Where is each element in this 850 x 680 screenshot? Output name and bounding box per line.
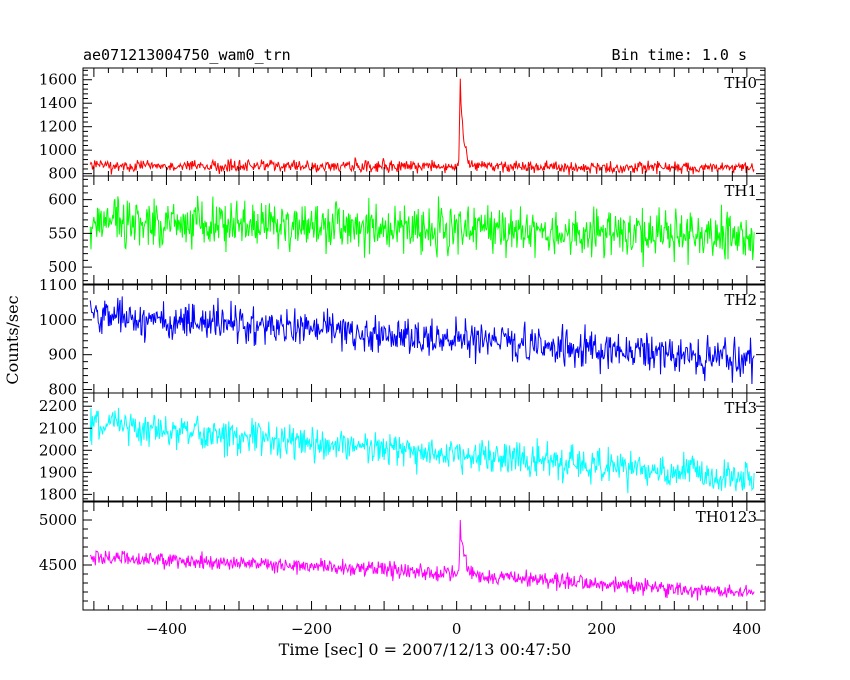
- y-tick-label: 1000: [39, 311, 77, 329]
- y-tick-label: 550: [48, 224, 77, 242]
- y-tick-label: 1900: [39, 463, 77, 481]
- panel-frame: [82, 175, 766, 285]
- panels-group: 800 1000 1200 1400 1600 TH0 500 550 600 TH1 800 900…: [39, 67, 766, 611]
- y-tick-label: 2200: [39, 397, 77, 415]
- y-tick-label: 900: [48, 346, 77, 364]
- y-tick-label: 500: [48, 258, 77, 276]
- panel-label-th2: TH2: [724, 291, 757, 309]
- panel-frame: [82, 501, 766, 611]
- chart-title: ae071213004750_wam0_trn: [83, 46, 291, 64]
- y-tick-label: 4500: [39, 556, 77, 574]
- panel-label-th0: TH0: [724, 74, 757, 92]
- bin-time-label: Bin time: 1.0 s: [612, 46, 747, 64]
- panel-th3: 1800 1900 2000 2100 2200 TH3: [39, 392, 766, 503]
- series-th0123: [89, 519, 755, 601]
- y-tick-label: 600: [48, 191, 77, 209]
- series-th0: [89, 78, 755, 176]
- y-tick-label: 1000: [39, 141, 77, 159]
- x-axis-label: Time [sec] 0 = 2007/12/13 00:47:50: [279, 640, 572, 659]
- y-tick-label: 2000: [39, 441, 77, 459]
- y-tick-label: 1800: [39, 485, 77, 503]
- panel-label-th0123: TH0123: [696, 508, 757, 526]
- panel-th0123: 4500 5000 TH0123: [39, 501, 766, 611]
- series-th1: [89, 195, 755, 267]
- y-tick-label: 1200: [39, 118, 77, 136]
- x-tick-label: −200: [291, 620, 332, 638]
- x-tick-label: 200: [587, 620, 616, 638]
- panel-frame: [82, 392, 766, 502]
- x-tick-label: −400: [146, 620, 187, 638]
- panel-th0: 800 1000 1200 1400 1600 TH0: [39, 67, 766, 183]
- panel-frame: [82, 67, 766, 177]
- series-th2: [89, 296, 755, 384]
- y-tick-label: 1600: [39, 71, 77, 89]
- y-tick-label: 5000: [39, 511, 77, 529]
- panel-label-th3: TH3: [724, 399, 757, 417]
- y-axis-label: Counts/sec: [3, 295, 22, 384]
- y-tick-label: 2100: [39, 419, 77, 437]
- x-axis: −400 −200 0 200 400: [146, 620, 761, 638]
- y-tick-label: 1100: [39, 276, 77, 294]
- panel-th2: 800 900 1000 1100 TH2: [39, 276, 766, 399]
- panel-label-th1: TH1: [724, 182, 757, 200]
- panel-th1: 500 550 600 TH1: [48, 175, 766, 285]
- y-tick-label: 1400: [39, 94, 77, 112]
- x-tick-label: 400: [733, 620, 762, 638]
- y-tick-label: 800: [48, 381, 77, 399]
- x-tick-label: 0: [452, 620, 462, 638]
- y-tick-label: 800: [48, 165, 77, 183]
- series-th3: [89, 407, 755, 494]
